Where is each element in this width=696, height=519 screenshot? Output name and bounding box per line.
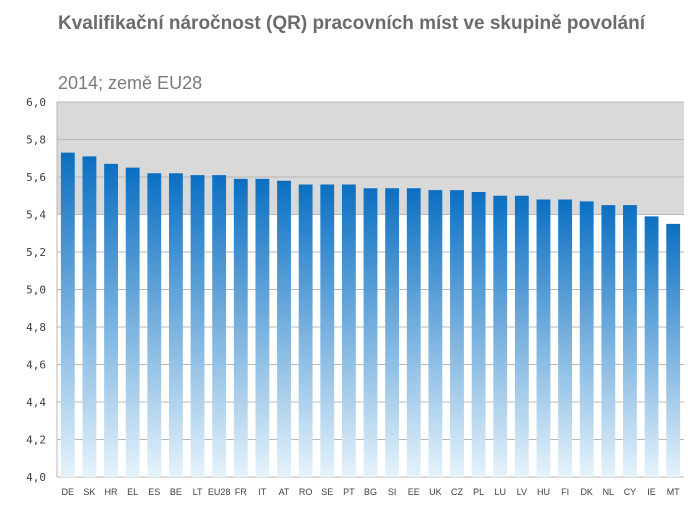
y-tick-label: 4,6 — [26, 359, 46, 372]
bar-at — [277, 180, 291, 477]
y-tick-label: 6,0 — [26, 96, 46, 109]
x-category-label: SI — [388, 487, 397, 497]
x-category-label: LT — [193, 487, 203, 497]
bar-eu28 — [212, 175, 227, 477]
y-tick-label: 4,2 — [26, 434, 46, 447]
y-tick-label: 5,6 — [26, 171, 46, 184]
bar-sk — [82, 156, 97, 477]
x-category-label: LU — [494, 487, 506, 497]
bar-lt — [190, 175, 205, 477]
y-tick-label: 4,0 — [26, 471, 46, 484]
y-tick-label: 4,4 — [26, 396, 46, 409]
bar-mt — [666, 223, 681, 477]
bar-lu — [493, 195, 508, 477]
bar-si — [385, 188, 400, 477]
x-category-label: PT — [343, 487, 355, 497]
bar-ie — [644, 216, 659, 477]
bar-hu — [536, 199, 551, 477]
x-category-label: HU — [537, 487, 550, 497]
y-tick-label: 5,0 — [26, 284, 46, 297]
x-category-label: CZ — [451, 487, 463, 497]
bar-de — [60, 152, 75, 477]
y-tick-label: 5,2 — [26, 246, 46, 259]
bar-uk — [428, 190, 443, 477]
bar-dk — [579, 201, 594, 477]
x-category-label: MT — [667, 487, 680, 497]
bar-pt — [341, 184, 356, 477]
bar-lv — [514, 195, 529, 477]
x-category-label: EL — [127, 487, 138, 497]
x-category-label: BE — [170, 487, 182, 497]
x-category-label: BG — [364, 487, 377, 497]
x-category-label: AT — [279, 487, 290, 497]
x-category-label: DE — [62, 487, 75, 497]
y-tick-label: 5,4 — [26, 209, 46, 222]
x-category-label: PL — [473, 487, 484, 497]
bar-fi — [558, 199, 573, 477]
bar-ee — [406, 188, 421, 477]
x-category-label: IT — [258, 487, 267, 497]
x-category-label: SE — [321, 487, 333, 497]
x-category-label: FR — [235, 487, 247, 497]
x-category-label: FI — [561, 487, 569, 497]
bar-se — [320, 184, 335, 477]
x-category-label: LV — [517, 487, 527, 497]
bar-ro — [298, 184, 313, 477]
x-category-label: CY — [624, 487, 637, 497]
x-category-label: EE — [408, 487, 420, 497]
bar-nl — [601, 205, 616, 477]
x-category-label: RO — [299, 487, 313, 497]
bar-es — [147, 173, 162, 477]
x-category-label: NL — [603, 487, 615, 497]
bar-be — [168, 173, 183, 477]
x-category-label: IE — [647, 487, 656, 497]
x-category-label: DK — [580, 487, 593, 497]
bar-pl — [471, 192, 486, 477]
x-category-label: SK — [83, 487, 95, 497]
bar-cz — [450, 190, 464, 477]
chart-title: Kvalifikační náročnost (QR) pracovních m… — [58, 13, 646, 34]
bar-it — [255, 178, 270, 477]
x-category-label: EU28 — [208, 487, 231, 497]
x-category-label: UK — [429, 487, 442, 497]
x-category-label: HR — [105, 487, 118, 497]
bar-bg — [363, 188, 378, 477]
y-tick-label: 4,8 — [26, 321, 46, 334]
bar-cy — [623, 205, 637, 477]
y-tick-label: 5,8 — [26, 134, 46, 147]
bar-hr — [104, 163, 118, 477]
x-category-label: ES — [148, 487, 160, 497]
bar-fr — [233, 178, 248, 477]
chart-subtitle: 2014; země EU28 — [58, 73, 203, 93]
bar-el — [125, 167, 140, 477]
